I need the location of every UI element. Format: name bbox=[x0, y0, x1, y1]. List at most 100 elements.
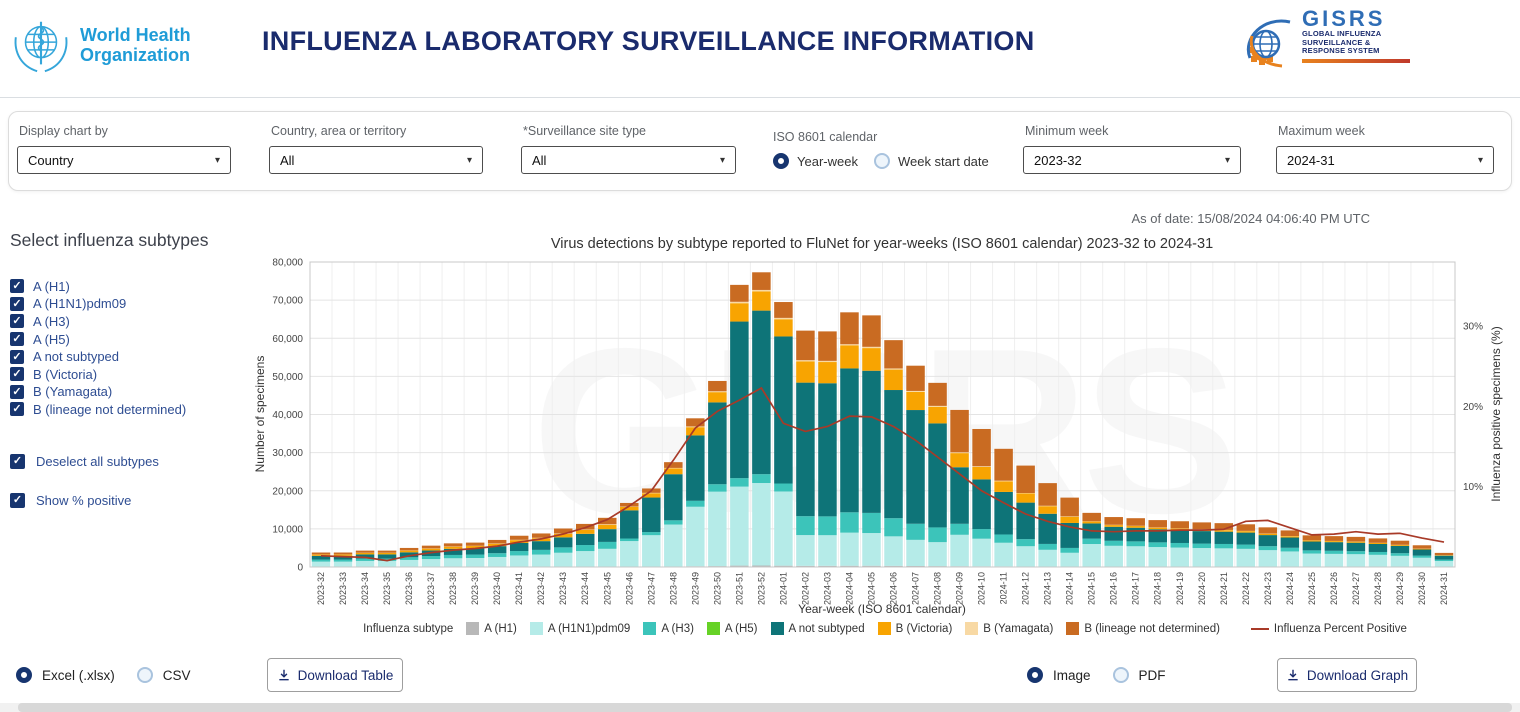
bar-segment-b-victoria[interactable] bbox=[730, 303, 749, 322]
bar-segment-a-not-subtyped[interactable] bbox=[1368, 543, 1388, 552]
bar-segment-a-h3[interactable] bbox=[994, 534, 1013, 543]
bar-segment-a-h1n1-pdm09[interactable] bbox=[1038, 549, 1057, 567]
bar-segment-a-h3[interactable] bbox=[950, 523, 969, 535]
bar-segment-a-h1n1-pdm09[interactable] bbox=[928, 542, 947, 567]
bar-segment-b-lineage-not-determined[interactable] bbox=[950, 409, 969, 453]
bar-segment-b-victoria[interactable] bbox=[774, 319, 793, 337]
bar-segment-b-lineage-not-determined[interactable] bbox=[1170, 521, 1190, 529]
bar-segment-a-h3[interactable] bbox=[333, 559, 353, 562]
bar-segment-a-h1n1-pdm09[interactable] bbox=[531, 554, 551, 567]
bar-segment-a-not-subtyped[interactable] bbox=[708, 402, 727, 485]
bar-segment-a-h3[interactable] bbox=[884, 518, 903, 537]
bar-segment-b-yamagata[interactable] bbox=[906, 390, 925, 392]
legend-item-a-h1[interactable]: A (H1) bbox=[466, 622, 517, 635]
bar-segment-b-lineage-not-determined[interactable] bbox=[1192, 522, 1212, 530]
bar-segment-b-victoria[interactable] bbox=[487, 543, 507, 547]
bar-segment-b-victoria[interactable] bbox=[664, 468, 683, 475]
bar-segment-a-h3[interactable] bbox=[1236, 544, 1256, 549]
bar-segment-b-lineage-not-determined[interactable] bbox=[1390, 540, 1410, 545]
bar-segment-b-lineage-not-determined[interactable] bbox=[862, 315, 881, 347]
bar-segment-a-h1n1-pdm09[interactable] bbox=[1346, 554, 1366, 567]
bar-segment-a-not-subtyped[interactable] bbox=[1038, 513, 1057, 544]
bar-segment-a-not-subtyped[interactable] bbox=[1104, 526, 1123, 541]
percent-positive-line[interactable] bbox=[320, 386, 1445, 562]
bar-segment-a-h3[interactable] bbox=[1346, 551, 1366, 555]
bar-segment-a-not-subtyped[interactable] bbox=[1016, 502, 1035, 540]
bar-segment-a-not-subtyped[interactable] bbox=[642, 497, 661, 533]
show-positive-row[interactable]: Show % positive bbox=[10, 492, 245, 508]
bar-segment-a-not-subtyped[interactable] bbox=[840, 368, 859, 513]
bar-segment-a-not-subtyped[interactable] bbox=[1192, 531, 1212, 544]
bar-segment-a-h1n1-pdm09[interactable] bbox=[311, 561, 331, 567]
week-start-date-radio[interactable] bbox=[873, 153, 890, 169]
bar-segment-a-h1n1-pdm09[interactable] bbox=[1302, 553, 1322, 567]
bar-segment-b-lineage-not-determined[interactable] bbox=[1302, 535, 1322, 541]
bar-segment-b-lineage-not-determined[interactable] bbox=[531, 533, 551, 538]
bar-segment-a-not-subtyped[interactable] bbox=[1236, 532, 1256, 545]
bar-segment-a-h3[interactable] bbox=[642, 532, 661, 536]
bar-segment-b-victoria[interactable] bbox=[752, 291, 771, 311]
checkbox-a-h3[interactable] bbox=[10, 314, 24, 329]
bar-segment-a-not-subtyped[interactable] bbox=[333, 555, 353, 560]
bar-segment-a-h3[interactable] bbox=[1368, 551, 1388, 555]
bar-segment-b-victoria[interactable] bbox=[1368, 542, 1388, 544]
bar-segment-a-not-subtyped[interactable] bbox=[1214, 531, 1234, 544]
bar-segment-a-h3[interactable] bbox=[1214, 543, 1234, 549]
bar-segment-a-not-subtyped[interactable] bbox=[399, 552, 419, 558]
download-graph-button[interactable]: Download Graph bbox=[1277, 658, 1417, 692]
bar-segment-a-not-subtyped[interactable] bbox=[377, 554, 397, 559]
bar-segment-a-not-subtyped[interactable] bbox=[620, 510, 639, 539]
bar-segment-a-h3[interactable] bbox=[1038, 543, 1057, 550]
bar-segment-b-lineage-not-determined[interactable] bbox=[818, 331, 837, 361]
bar-segment-b-lineage-not-determined[interactable] bbox=[1258, 527, 1278, 534]
bar-segment-a-not-subtyped[interactable] bbox=[531, 541, 551, 550]
bar-segment-b-victoria[interactable] bbox=[443, 546, 463, 549]
bar-segment-a-h1n1-pdm09[interactable] bbox=[1082, 544, 1101, 567]
bar-segment-a-not-subtyped[interactable] bbox=[1170, 530, 1190, 543]
bar-segment-a-h1n1-pdm09[interactable] bbox=[686, 506, 705, 567]
bar-segment-b-lineage-not-determined[interactable] bbox=[752, 272, 771, 290]
bar-segment-b-victoria[interactable] bbox=[1214, 530, 1234, 532]
bar-segment-b-lineage-not-determined[interactable] bbox=[598, 517, 617, 525]
bar-segment-a-h1n1-pdm09[interactable] bbox=[355, 560, 375, 567]
bar-segment-b-victoria[interactable] bbox=[862, 348, 881, 371]
bar-segment-a-h1n1-pdm09[interactable] bbox=[1390, 555, 1410, 567]
bar-segment-a-not-subtyped[interactable] bbox=[1126, 527, 1145, 542]
bar-segment-b-victoria[interactable] bbox=[1126, 526, 1145, 528]
bar-segment-b-victoria[interactable] bbox=[333, 554, 353, 556]
bar-segment-a-h3[interactable] bbox=[928, 527, 947, 543]
bar-segment-a-h3[interactable] bbox=[1324, 550, 1344, 554]
country-select[interactable]: All ▾ bbox=[269, 146, 483, 174]
bar-segment-a-h1n1-pdm09[interactable] bbox=[1104, 545, 1123, 567]
bar-segment-b-lineage-not-determined[interactable] bbox=[1148, 520, 1167, 528]
bar-segment-b-victoria[interactable] bbox=[818, 362, 837, 384]
checkbox-a-h1[interactable] bbox=[10, 279, 24, 294]
bar-segment-a-h3[interactable] bbox=[1434, 559, 1454, 562]
bar-segment-a-h3[interactable] bbox=[708, 484, 727, 492]
subtype-row-a-h1[interactable]: A (H1) bbox=[10, 279, 245, 294]
bar-segment-a-h1n1-pdm09[interactable] bbox=[620, 541, 639, 567]
bar-segment-a-h1n1-pdm09[interactable] bbox=[443, 558, 463, 567]
subtype-row-a-h3[interactable]: A (H3) bbox=[10, 314, 245, 329]
bar-segment-a-not-subtyped[interactable] bbox=[928, 423, 947, 528]
checkbox-b-victoria[interactable] bbox=[10, 367, 24, 382]
bar-segment-b-lineage-not-determined[interactable] bbox=[686, 418, 705, 427]
bar-segment-b-victoria[interactable] bbox=[708, 392, 727, 403]
bar-segment-b-lineage-not-determined[interactable] bbox=[972, 428, 991, 467]
bar-segment-a-h3[interactable] bbox=[1148, 542, 1167, 548]
bar-segment-b-lineage-not-determined[interactable] bbox=[1126, 518, 1145, 526]
bar-segment-b-victoria[interactable] bbox=[1412, 548, 1432, 550]
bar-segment-b-lineage-not-determined[interactable] bbox=[399, 547, 419, 551]
bar-segment-a-h1[interactable] bbox=[752, 565, 771, 567]
bar-segment-b-yamagata[interactable] bbox=[752, 289, 771, 292]
bar-segment-a-h1n1-pdm09[interactable] bbox=[1280, 551, 1300, 567]
bar-segment-a-h1[interactable] bbox=[796, 565, 815, 567]
bar-segment-a-h3[interactable] bbox=[972, 529, 991, 539]
legend-item-a-not-subtyped[interactable]: A not subtyped bbox=[770, 622, 865, 635]
bar-segment-b-yamagata[interactable] bbox=[862, 346, 881, 349]
bar-segment-a-not-subtyped[interactable] bbox=[553, 537, 573, 548]
bar-segment-a-not-subtyped[interactable] bbox=[465, 548, 485, 555]
bar-segment-b-yamagata[interactable] bbox=[840, 344, 859, 346]
pdf-radio[interactable] bbox=[1112, 667, 1129, 683]
bar-segment-a-h3[interactable] bbox=[443, 554, 463, 559]
